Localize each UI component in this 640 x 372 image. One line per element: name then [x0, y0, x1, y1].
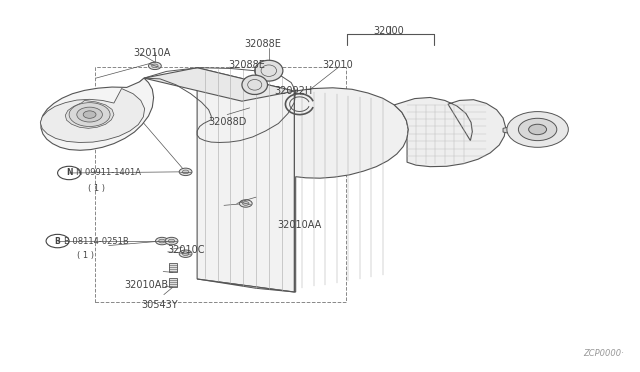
Circle shape [148, 62, 161, 70]
Circle shape [182, 170, 189, 174]
Text: ZCP0000·: ZCP0000· [583, 349, 624, 358]
Text: N 09911-1401A: N 09911-1401A [76, 169, 141, 177]
Polygon shape [169, 278, 177, 287]
Text: 32010C: 32010C [168, 245, 205, 255]
Polygon shape [197, 279, 294, 292]
Polygon shape [65, 100, 114, 128]
Text: ( 1 ): ( 1 ) [77, 251, 94, 260]
Circle shape [179, 168, 192, 176]
Circle shape [507, 112, 568, 147]
Circle shape [168, 239, 175, 243]
Text: 32000: 32000 [374, 26, 404, 36]
Circle shape [529, 124, 547, 135]
Text: 32010AA: 32010AA [277, 220, 322, 230]
Text: N: N [66, 169, 72, 177]
Text: 32088D: 32088D [208, 117, 246, 127]
Circle shape [156, 237, 168, 245]
Text: 32010A: 32010A [134, 48, 171, 58]
Circle shape [77, 107, 102, 122]
Circle shape [239, 200, 252, 207]
Polygon shape [41, 78, 154, 150]
Circle shape [159, 239, 165, 243]
Text: 32092H: 32092H [274, 86, 312, 96]
Polygon shape [394, 97, 506, 167]
Ellipse shape [255, 60, 283, 81]
Polygon shape [169, 263, 177, 272]
Polygon shape [197, 68, 294, 292]
Circle shape [83, 111, 96, 118]
Text: 32010AB: 32010AB [124, 280, 168, 290]
Text: ( 1 ): ( 1 ) [88, 184, 106, 193]
Circle shape [179, 250, 192, 257]
Text: 32088E: 32088E [244, 39, 281, 49]
Text: B 08114-0251B: B 08114-0251B [64, 237, 129, 246]
Circle shape [152, 64, 158, 68]
Polygon shape [40, 89, 145, 142]
Circle shape [182, 252, 189, 256]
Text: B: B [55, 237, 60, 246]
Text: 32010: 32010 [323, 60, 353, 70]
Polygon shape [144, 68, 294, 101]
Polygon shape [503, 126, 526, 134]
Polygon shape [294, 88, 408, 292]
Circle shape [518, 118, 557, 141]
Circle shape [243, 202, 249, 205]
Text: 32088E: 32088E [228, 60, 265, 70]
Text: 30543Y: 30543Y [141, 300, 179, 310]
Circle shape [165, 237, 178, 245]
Circle shape [69, 103, 110, 126]
Ellipse shape [242, 75, 268, 94]
